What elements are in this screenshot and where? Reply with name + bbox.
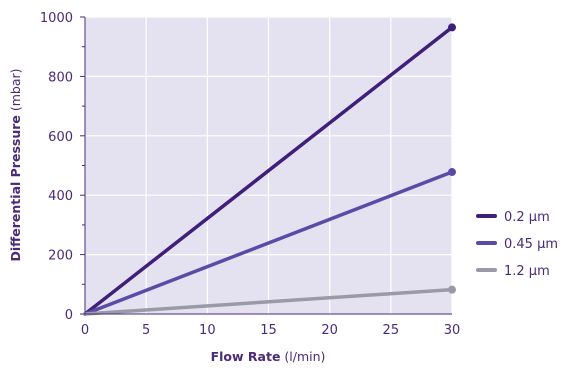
- x-axis-title-unit: (l/min): [280, 349, 325, 364]
- legend-label: 0.45 µm: [504, 237, 558, 252]
- x-tick-label: 15: [260, 323, 277, 338]
- series-line: [83, 287, 454, 316]
- y-tick-label: 200: [48, 249, 73, 264]
- y-tick-label: 600: [48, 130, 73, 145]
- ticks: 0 5 10 15 20 25 30 0 200 400 600 800 1000: [40, 11, 460, 338]
- series-line: [83, 170, 454, 316]
- x-tick-label: 5: [142, 323, 150, 338]
- y-tick-label: 0: [65, 308, 73, 323]
- y-axis-title-unit: (mbar): [8, 68, 23, 115]
- x-tick-label: 25: [383, 323, 400, 338]
- series-end-point: [448, 23, 456, 32]
- series-end-point: [448, 168, 456, 177]
- x-tick-label: 30: [444, 323, 461, 338]
- y-tick-label: 400: [48, 189, 73, 204]
- y-axis-title-main: Differential Pressure: [8, 115, 23, 261]
- series-group: [83, 23, 456, 316]
- legend-label: 1.2 µm: [504, 264, 550, 279]
- x-tick-label: 0: [81, 323, 89, 338]
- legend: 0.2 µm 0.45 µm 1.2 µm: [476, 210, 558, 279]
- y-axis-title: Differential Pressure (mbar): [8, 68, 23, 261]
- series-line: [83, 25, 454, 316]
- x-axis-title: Flow Rate (l/min): [211, 349, 326, 364]
- y-tick-label: 800: [48, 70, 73, 85]
- series-end-point: [448, 285, 456, 294]
- x-tick-label: 20: [321, 323, 338, 338]
- legend-label: 0.2 µm: [504, 210, 550, 225]
- x-tick-label: 10: [199, 323, 216, 338]
- x-axis-title-main: Flow Rate: [211, 349, 281, 364]
- y-tick-label: 1000: [40, 11, 73, 26]
